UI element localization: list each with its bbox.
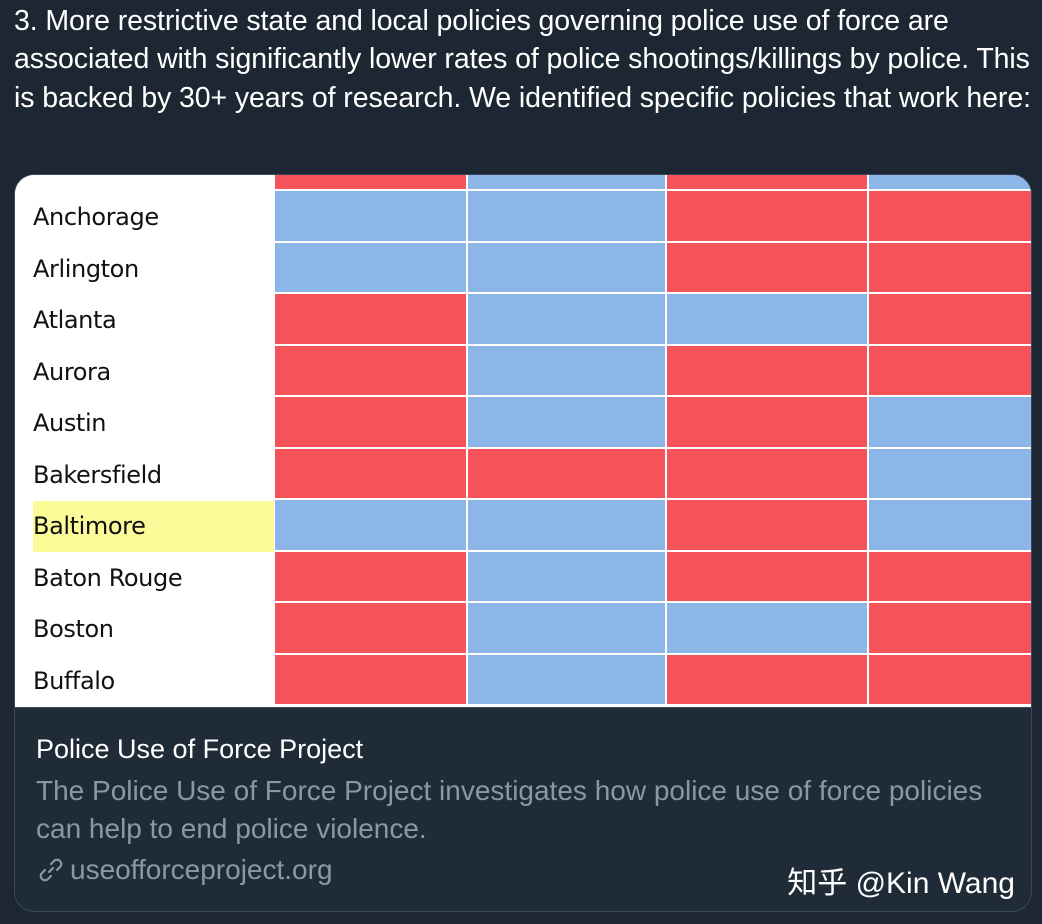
grid-cell	[667, 448, 867, 498]
card-description: The Police Use of Force Project investig…	[36, 775, 983, 844]
grid-cell	[667, 345, 867, 395]
city-label-column: Anchorage Arlington Atlanta Aurora Austin Bak…	[15, 175, 274, 707]
grid-cell	[468, 603, 665, 653]
grid-cell	[869, 294, 1031, 344]
grid-cell-partial	[275, 175, 466, 189]
city-label-highlighted: Baltimore	[33, 501, 274, 552]
tweet-text: 3. More restrictive state and local poli…	[14, 5, 1031, 114]
grid-cell	[275, 191, 466, 241]
grid-cell	[667, 242, 867, 292]
grid-cell	[468, 345, 665, 395]
grid-cell	[869, 397, 1031, 447]
city-label: Anchorage	[33, 203, 159, 231]
grid-cell	[468, 500, 665, 550]
watermark: 知乎 @Kin Wang	[787, 867, 1015, 900]
grid-cell	[869, 191, 1031, 241]
grid-cell	[667, 500, 867, 550]
grid-cell	[869, 500, 1031, 550]
grid-cell-partial	[869, 175, 1031, 189]
grid-cell	[275, 603, 466, 653]
grid-cell	[667, 294, 867, 344]
link-card[interactable]: Anchorage Arlington Atlanta Aurora Austin Bak…	[14, 174, 1032, 912]
city-label: Boston	[33, 615, 114, 643]
city-label: Bakersfield	[33, 460, 162, 489]
grid-cell	[869, 654, 1031, 704]
grid-cell	[275, 242, 466, 292]
grid-cell	[869, 448, 1031, 498]
grid-cell	[869, 242, 1031, 292]
grid-cell	[275, 500, 466, 550]
city-label: Aurora	[33, 357, 111, 386]
grid-cell	[468, 191, 665, 241]
grid-cell	[275, 397, 466, 447]
grid-cell	[468, 397, 665, 447]
city-label: Atlanta	[33, 306, 117, 334]
grid-cell	[667, 551, 867, 601]
grid-cell	[468, 294, 665, 344]
grid-cell	[869, 345, 1031, 395]
card-title[interactable]: Police Use of Force Project	[36, 734, 364, 764]
grid-cell	[468, 448, 665, 498]
city-label: Buffalo	[33, 666, 115, 695]
grid-cell	[275, 448, 466, 498]
grid-cell	[667, 603, 867, 653]
card-info[interactable]: Police Use of Force Project The Police U…	[15, 707, 1031, 911]
grid-cell	[275, 551, 466, 601]
grid-cell	[667, 654, 867, 704]
grid-cell	[468, 242, 665, 292]
card-link-text[interactable]: useofforceproject.org	[70, 854, 333, 885]
grid-cell	[869, 551, 1031, 601]
link-icon	[36, 855, 66, 885]
grid-cell-partial	[667, 175, 867, 189]
card-link[interactable]: useofforceproject.org	[36, 854, 333, 886]
grid-cell	[468, 654, 665, 704]
grid-cell	[275, 345, 466, 395]
grid-cell	[275, 294, 466, 344]
grid-cell	[667, 397, 867, 447]
city-label: Baton Rouge	[33, 563, 183, 592]
grid-cell	[667, 191, 867, 241]
grid-cell	[869, 603, 1031, 653]
city-label: Austin	[33, 409, 107, 437]
grid-cell-partial	[468, 175, 665, 189]
grid-cell	[275, 654, 466, 704]
city-label: Arlington	[33, 254, 139, 283]
policy-grid-image: Anchorage Arlington Atlanta Aurora Austin Bak…	[15, 175, 1031, 707]
grid-cell	[468, 551, 665, 601]
